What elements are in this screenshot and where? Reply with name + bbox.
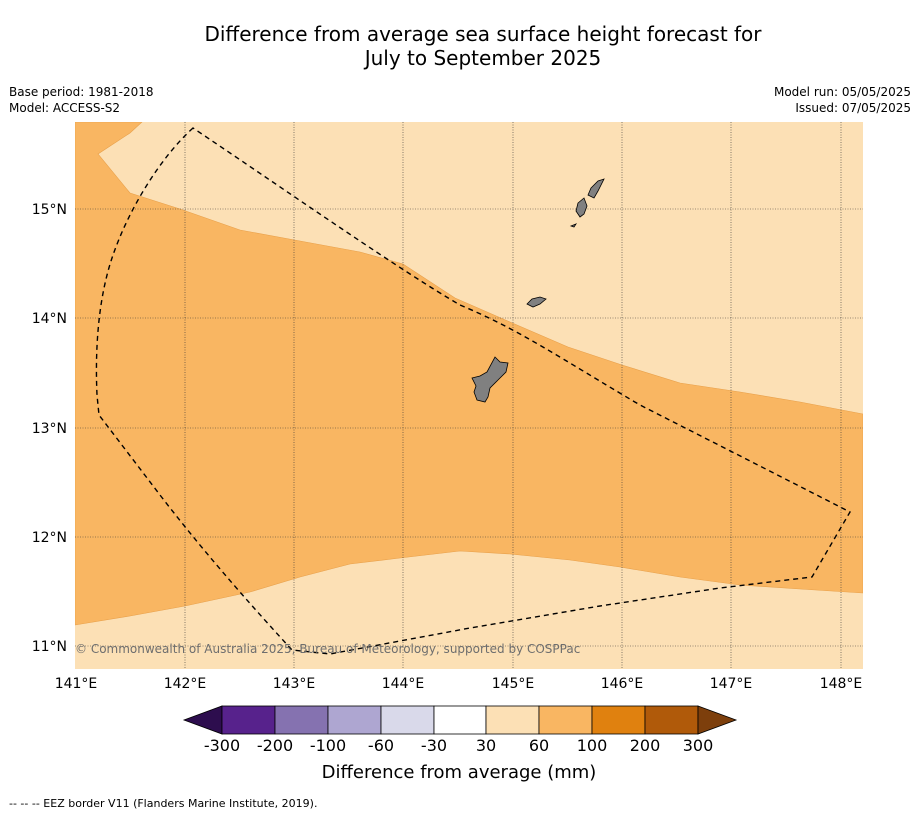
colorbar-tick-label: -200 xyxy=(257,736,293,755)
lon-tick-label: 142°E xyxy=(164,676,207,692)
colorbar-segment xyxy=(380,705,435,735)
colorbar-segment xyxy=(433,705,487,735)
lat-tick-label: 12°N xyxy=(32,530,67,546)
lon-tick-label: 145°E xyxy=(492,676,535,692)
colorbar-tick-label: -300 xyxy=(204,736,240,755)
title-line-2: July to September 2025 xyxy=(364,46,602,70)
gridlines xyxy=(75,122,863,669)
island-rota xyxy=(526,296,547,308)
islands xyxy=(471,178,605,403)
colorbar-segment xyxy=(485,705,540,735)
lat-tick-label: 11°N xyxy=(32,639,67,655)
colorbar-segment xyxy=(327,705,382,735)
lat-tick-label: 13°N xyxy=(32,421,67,437)
colorbar-tick-label: -60 xyxy=(368,736,394,755)
title-line-1: Difference from average sea surface heig… xyxy=(204,22,762,46)
model-text: Model: ACCESS-S2 xyxy=(9,101,121,115)
lat-tick-labels: 11°N 12°N 13°N 14°N 15°N xyxy=(32,202,67,655)
lon-tick-label: 146°E xyxy=(601,676,644,692)
base-period-info: Base period: 1981-2018 Model: ACCESS-S2 xyxy=(9,84,154,116)
island-aguijan xyxy=(569,223,578,228)
eez-footnote: -- -- -- EEZ border V11 (Flanders Marine… xyxy=(9,797,318,810)
lon-tick-label: 144°E xyxy=(382,676,425,692)
copyright-text: © Commonwealth of Australia 2025, Bureau… xyxy=(75,642,580,656)
chart-title: Difference from average sea surface heig… xyxy=(0,22,919,70)
colorbar-tick-label: 60 xyxy=(529,736,549,755)
lat-tick-label: 15°N xyxy=(32,202,67,218)
colorbar-extend-max xyxy=(697,705,738,735)
colorbar-segment xyxy=(538,705,593,735)
island-saipan xyxy=(587,178,605,199)
colorbar-tick-label: 30 xyxy=(476,736,496,755)
colorbar-segment xyxy=(274,705,329,735)
map-area: © Commonwealth of Australia 2025, Bureau… xyxy=(75,122,863,669)
lon-tick-label: 143°E xyxy=(273,676,316,692)
lon-tick-labels: 141°E 142°E 143°E 144°E 145°E 146°E 147°… xyxy=(55,676,863,692)
colorbar-tick-label: 100 xyxy=(577,736,608,755)
base-period-text: Base period: 1981-2018 xyxy=(9,85,154,99)
colorbar-extend-min xyxy=(182,705,223,735)
colorbar-segment xyxy=(221,705,276,735)
colorbar-tick-label: 200 xyxy=(630,736,661,755)
colorbar-tick-label: 300 xyxy=(683,736,714,755)
colorbar-tick-label: -30 xyxy=(421,736,447,755)
model-run-text: Model run: 05/05/2025 xyxy=(773,85,911,99)
colorbar xyxy=(182,705,738,735)
island-guam xyxy=(471,356,509,403)
region-60-100 xyxy=(75,122,863,626)
lon-tick-label: 147°E xyxy=(710,676,753,692)
island-tinian xyxy=(575,197,588,218)
lon-tick-label: 141°E xyxy=(55,676,98,692)
issued-text: Issued: 07/05/2025 xyxy=(795,101,911,115)
colorbar-segment xyxy=(644,705,699,735)
lon-tick-label: 148°E xyxy=(820,676,863,692)
colorbar-tick-label: -100 xyxy=(310,736,346,755)
lat-tick-label: 14°N xyxy=(32,311,67,327)
colorbar-ticks: -300 -200 -100 -60 -30 30 60 100 200 300 xyxy=(204,736,713,755)
model-run-info: Model run: 05/05/2025 Issued: 07/05/2025 xyxy=(774,84,911,116)
colorbar-label: Difference from average (mm) xyxy=(322,762,597,783)
eez-border xyxy=(95,127,851,655)
colorbar-segment xyxy=(591,705,646,735)
